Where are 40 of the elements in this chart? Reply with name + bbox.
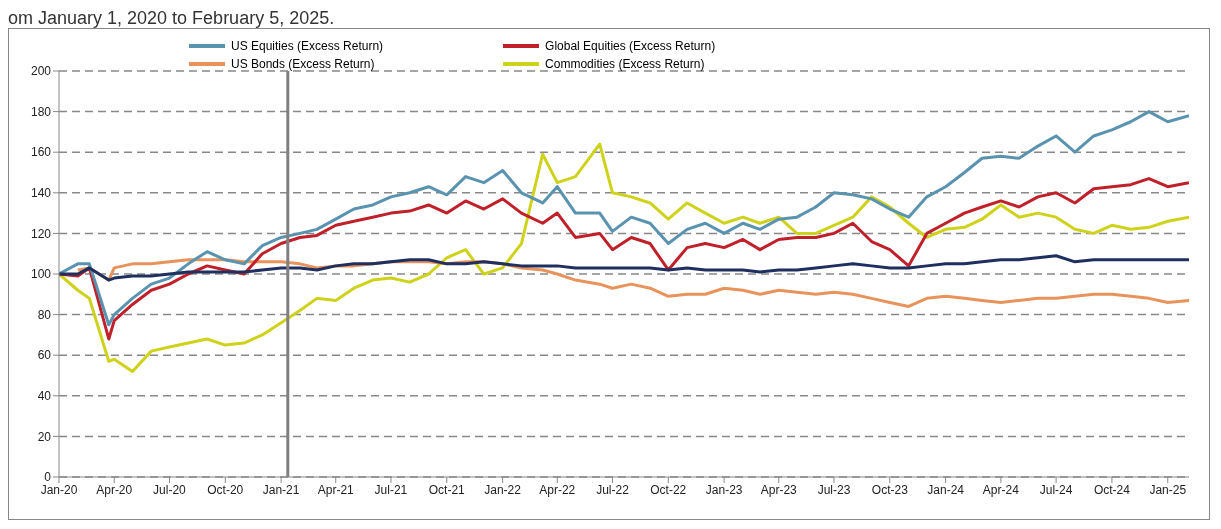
x-tick-label: Jan-20 bbox=[40, 482, 78, 497]
y-tick-label: 100 bbox=[30, 267, 52, 282]
y-tick-label: 200 bbox=[30, 64, 52, 79]
legend-label: US Equities (Excess Return) bbox=[231, 39, 384, 53]
x-tick-label: Jan-23 bbox=[705, 482, 743, 497]
x-tick-label: Apr-23 bbox=[760, 482, 798, 497]
y-tick-label: 60 bbox=[37, 348, 52, 363]
y-tick-label: 180 bbox=[30, 104, 52, 119]
y-tick-label: 160 bbox=[30, 145, 52, 160]
x-tick-label: Oct-24 bbox=[1093, 482, 1131, 497]
x-tick-label: Jan-24 bbox=[927, 482, 965, 497]
legend-label: US Bonds (Excess Return) bbox=[231, 57, 375, 71]
y-tick-label: 40 bbox=[37, 389, 52, 404]
y-tick-label: 80 bbox=[37, 307, 52, 322]
x-tick-label: Oct-23 bbox=[871, 482, 909, 497]
legend-label: Global Equities (Excess Return) bbox=[545, 39, 716, 53]
x-tick-label: Oct-22 bbox=[650, 482, 687, 497]
x-tick-label: Jan-22 bbox=[484, 482, 522, 497]
x-tick-label: Jul-23 bbox=[817, 482, 851, 497]
x-tick-label: Oct-20 bbox=[207, 482, 244, 497]
y-tick-label: 120 bbox=[30, 226, 52, 241]
x-tick-label: Jan-21 bbox=[262, 482, 300, 497]
x-tick-label: Apr-20 bbox=[96, 482, 133, 497]
y-tick-label: 140 bbox=[30, 186, 52, 201]
x-tick-label: Apr-24 bbox=[982, 482, 1020, 497]
x-tick-label: Jul-21 bbox=[374, 482, 408, 497]
text: om January 1, 2020 to February 5, 2025. bbox=[8, 8, 336, 28]
x-tick-label: Oct-21 bbox=[428, 482, 466, 497]
x-tick-label: Jul-20 bbox=[153, 482, 187, 497]
x-tick-label: Jul-22 bbox=[596, 482, 630, 497]
x-tick-label: Jul-24 bbox=[1039, 482, 1073, 497]
x-tick-label: Apr-22 bbox=[539, 482, 576, 497]
line-series bbox=[59, 110, 1189, 327]
y-tick-label: 20 bbox=[37, 429, 52, 444]
x-tick-label: Apr-21 bbox=[317, 482, 355, 497]
x-tick-label: Jan-25 bbox=[1149, 482, 1187, 497]
line-series bbox=[59, 142, 1189, 373]
legend-label: Commodities (Excess Return) bbox=[545, 57, 705, 71]
line-series bbox=[59, 254, 1189, 282]
y-tick-label: 0 bbox=[44, 470, 52, 485]
